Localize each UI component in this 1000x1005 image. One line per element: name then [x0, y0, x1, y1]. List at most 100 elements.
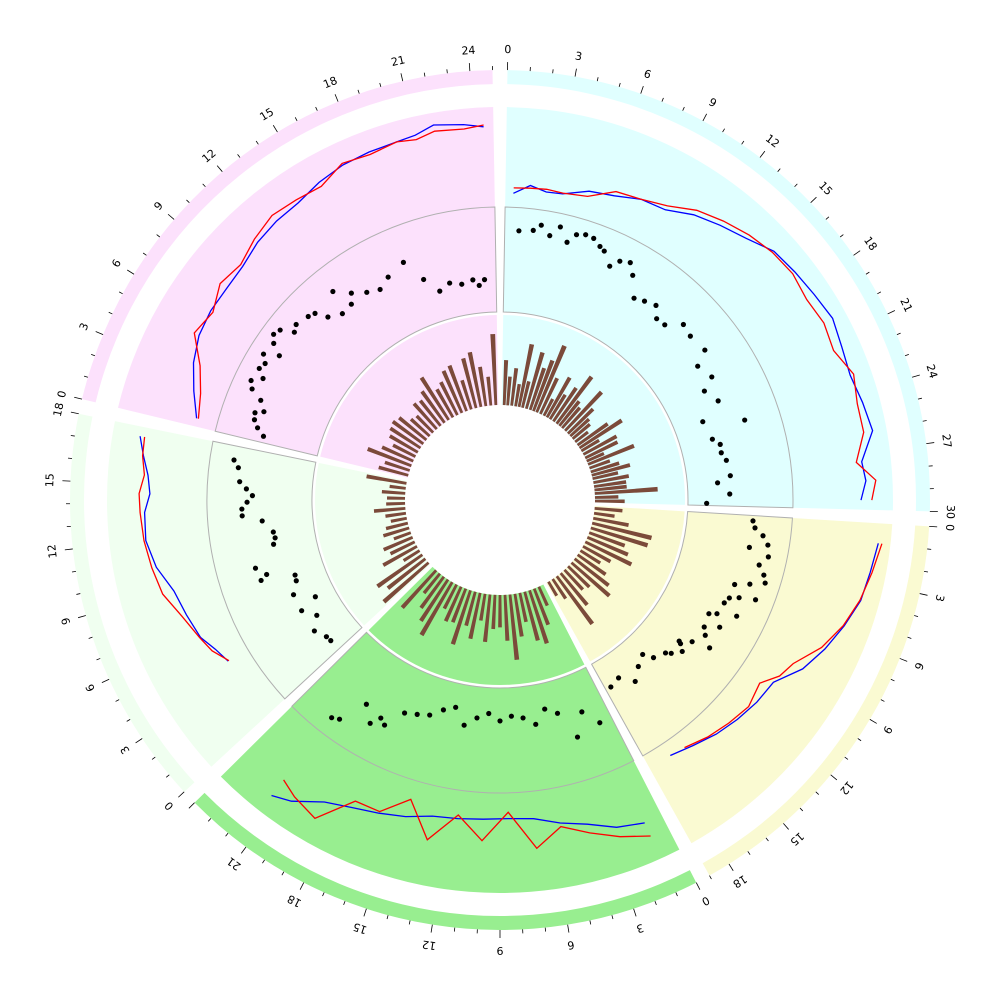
- sector-e-point: [261, 434, 266, 439]
- sector-b-point: [636, 664, 641, 669]
- sector-b-tick: [816, 792, 819, 795]
- sector-e-tick: [238, 154, 240, 157]
- sector-c-tick-label: 6: [566, 938, 575, 952]
- sector-e-tick-label: 24: [461, 44, 476, 58]
- sector-a-tick: [840, 235, 843, 237]
- sector-b-tick: [709, 876, 711, 879]
- sector-c-point: [520, 715, 525, 720]
- sector-b-tick: [800, 808, 803, 811]
- sector-d-tick: [116, 700, 120, 702]
- sector-c-point: [337, 717, 342, 722]
- sector-d-tick: [71, 435, 75, 436]
- sector-e-point: [325, 314, 330, 319]
- sector-c-tick: [696, 883, 700, 890]
- sector-e-tick: [358, 90, 359, 94]
- sector-e-point: [459, 282, 464, 287]
- sector-a-tick: [888, 310, 895, 313]
- sector-e-point: [260, 376, 265, 381]
- sector-a-tick: [912, 375, 920, 377]
- sector-c-tick: [241, 847, 246, 853]
- sector-d-tick: [97, 658, 101, 659]
- sector-b-tick: [858, 739, 861, 741]
- sector-d-point: [291, 592, 296, 597]
- sector-d-tick: [76, 594, 80, 595]
- sector-b-point: [753, 597, 758, 602]
- sector-d-tick-label: 0: [162, 799, 176, 813]
- sector-b-point: [640, 652, 645, 657]
- sector-a-point: [724, 458, 729, 463]
- sector-e-tick: [84, 376, 88, 377]
- sector-e-tick: [109, 312, 113, 314]
- sector-e-tick-label: 3: [77, 321, 92, 332]
- sector-b-point: [732, 582, 737, 587]
- sector-b-point: [703, 633, 708, 638]
- sector-b-point: [633, 679, 638, 684]
- sector-c-point: [364, 702, 369, 707]
- sector-a-point: [642, 299, 647, 304]
- sector-c-tick-label: 9: [497, 944, 504, 957]
- sector-e-tick: [143, 253, 146, 255]
- sector-e-point: [470, 277, 475, 282]
- sector-e-point: [271, 341, 276, 346]
- sector-e-point: [349, 302, 354, 307]
- sector-a-tick: [575, 69, 576, 77]
- sector-c-tick: [262, 860, 264, 863]
- sector-a-point: [531, 228, 536, 233]
- sector-c-point: [474, 715, 479, 720]
- sector-e-point: [437, 289, 442, 294]
- sector-a-point: [704, 501, 709, 506]
- sector-b-tick: [914, 616, 918, 617]
- sector-b-point: [663, 650, 668, 655]
- sector-a-point: [688, 334, 693, 339]
- sector-d-point: [328, 638, 333, 643]
- sector-d-point: [250, 493, 255, 498]
- sector-d-tick: [166, 775, 169, 778]
- sector-c-point: [415, 712, 420, 717]
- sector-c-tick: [590, 920, 591, 924]
- sector-e-point: [257, 366, 262, 371]
- sector-b-point: [714, 611, 719, 616]
- sector-b-point: [727, 595, 732, 600]
- sector-a-point: [709, 374, 714, 379]
- sector-c-point: [533, 722, 538, 727]
- sector-d-point: [273, 535, 278, 540]
- sector-a-point: [628, 260, 633, 265]
- sector-d-point: [231, 457, 236, 462]
- sector-d-tick-label: 12: [45, 544, 60, 559]
- sector-b-point: [747, 545, 752, 550]
- sector-e-tick: [157, 235, 160, 237]
- sector-b-point: [669, 651, 674, 656]
- sector-a-point: [728, 473, 733, 478]
- sector-b-tick: [924, 571, 928, 572]
- sector-b-tick: [831, 775, 837, 780]
- sector-a-point: [602, 248, 607, 253]
- sector-a-point: [718, 442, 723, 447]
- sector-e-point: [401, 260, 406, 265]
- sector-e-point: [278, 327, 283, 332]
- sector-a-tick: [918, 398, 922, 399]
- sector-c-point: [368, 721, 373, 726]
- sector-d-point: [259, 578, 264, 583]
- sector-e-point: [294, 322, 299, 327]
- sector-d-point: [237, 479, 242, 484]
- sector-a-tick: [662, 98, 664, 102]
- sector-d-tick: [72, 571, 76, 572]
- sector-d-point: [240, 513, 245, 518]
- sector-c-point: [382, 722, 387, 727]
- sector-b-point: [702, 624, 707, 629]
- sector-e-point: [340, 311, 345, 316]
- sector-b-point: [707, 645, 712, 650]
- sector-a-point: [631, 296, 636, 301]
- sector-a-tick-label: 18: [861, 234, 880, 253]
- sector-a-point: [719, 450, 724, 455]
- sector-e-point: [255, 425, 260, 430]
- sector-e-point: [447, 280, 452, 285]
- sector-c-tick-label: 3: [635, 921, 646, 936]
- sector-e-point: [252, 417, 257, 422]
- sector-a-point: [607, 264, 612, 269]
- sector-a-tick: [866, 272, 869, 274]
- sector-a-point: [591, 236, 596, 241]
- sector-a-tick: [641, 86, 644, 94]
- sector-e-point: [421, 277, 426, 282]
- sector-a-tick: [619, 83, 620, 87]
